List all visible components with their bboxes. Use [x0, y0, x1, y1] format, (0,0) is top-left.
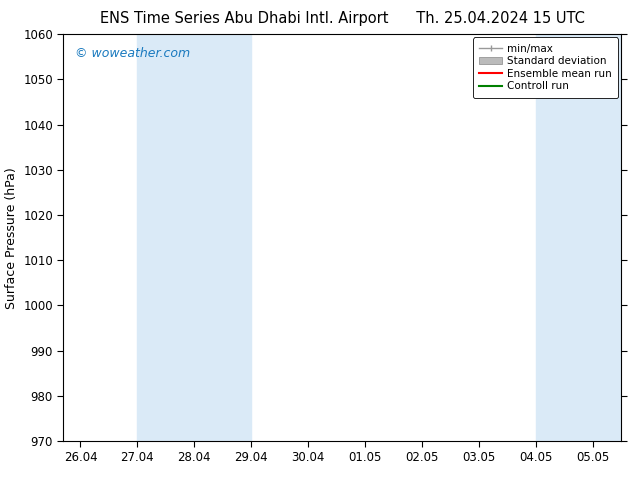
Legend: min/max, Standard deviation, Ensemble mean run, Controll run: min/max, Standard deviation, Ensemble me… [473, 37, 618, 98]
Title: ENS Time Series Abu Dhabi Intl. Airport      Th. 25.04.2024 15 UTC: ENS Time Series Abu Dhabi Intl. Airport … [100, 11, 585, 26]
Bar [138, 34, 251, 441]
Y-axis label: Surface Pressure (hPa): Surface Pressure (hPa) [4, 167, 18, 309]
Text: © woweather.com: © woweather.com [75, 47, 190, 59]
Bar [536, 34, 621, 441]
